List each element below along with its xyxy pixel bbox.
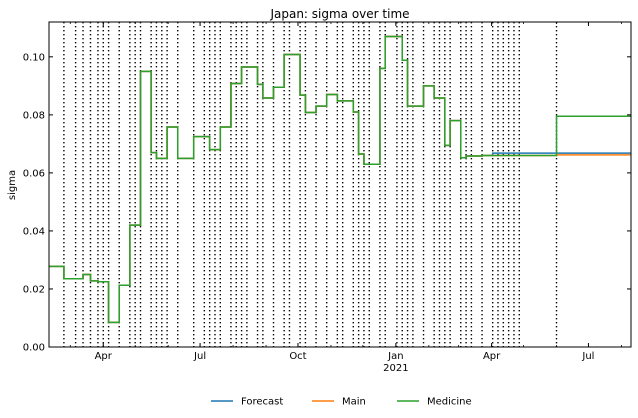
legend-label-medicine: Medicine [427,397,472,408]
series-line-main [49,35,631,324]
series-line-medicine [49,35,631,324]
y-axis-ticks: 0.00 0.02 0.04 0.06 0.08 0.10 [23,52,631,354]
x-tick-label-2: Oct [289,351,306,362]
y-tick-label-3: 0.06 [23,168,45,179]
x-tick-label-4: Apr [483,351,501,362]
x-tick-sublabel-3: 2021 [383,363,408,374]
x-tick-label-5: Jul [581,351,594,362]
y-tick-label-5: 0.10 [23,52,45,63]
legend: Forecast Main Medicine [211,397,472,408]
y-axis-label: sigma [7,170,18,200]
x-tick-label-1: Jul [193,351,206,362]
y-tick-label-0: 0.00 [23,343,45,354]
plot-frame [48,21,632,348]
x-tick-label-0: Apr [95,351,113,362]
chart-title: Japan: sigma over time [269,7,409,21]
y-tick-label-4: 0.08 [23,110,45,121]
y-tick-label-2: 0.04 [23,226,45,237]
change-point-lines [63,22,558,347]
x-tick-label-3: Jan [387,351,403,362]
y-tick-label-1: 0.02 [23,284,45,295]
series-line-forecast [49,35,631,324]
legend-label-forecast: Forecast [241,397,283,408]
legend-label-main: Main [342,397,366,408]
series-lines [49,35,631,324]
